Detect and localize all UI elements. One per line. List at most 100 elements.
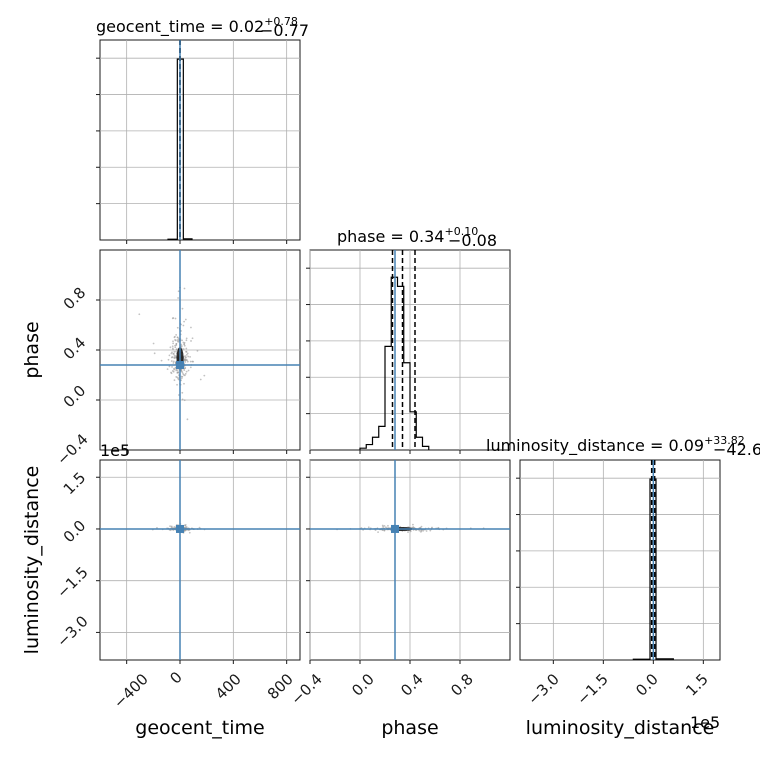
scatter-point <box>177 290 180 293</box>
scatter-point <box>198 526 201 529</box>
truth-marker <box>176 524 184 533</box>
scatter-point <box>181 398 184 401</box>
title-phase: phase = 0.34+0.10 <box>337 225 478 246</box>
title-luminosity_distance: luminosity_distance = 0.09+33.82 <box>486 434 745 456</box>
xtick-label: 400 <box>212 670 245 703</box>
xticks-luminosity_distance: −3.0 −1.5 0.0 1.5 <box>524 670 711 708</box>
scatter-point <box>168 365 171 368</box>
scatter-point <box>182 324 185 327</box>
xticks-geocent_time: −400 0 400 800 <box>110 668 297 712</box>
scatter-point <box>181 391 184 394</box>
ylabel-luminosity_distance: luminosity_distance <box>21 466 43 655</box>
scatter-point <box>168 354 171 357</box>
panel-scatter-geocent_time-phase <box>96 249 301 454</box>
scatter-point <box>166 368 169 370</box>
scatter-point <box>176 369 179 372</box>
scatter-point <box>180 343 183 346</box>
panel-scatter-geocent_time-luminosity_distance <box>96 459 301 664</box>
scatter-point <box>183 287 186 290</box>
scatter-point <box>172 340 174 343</box>
scatter-point <box>382 525 384 528</box>
scatter-point <box>175 333 178 336</box>
ytick-label: 0.0 <box>60 517 90 547</box>
scatter-point <box>186 352 189 355</box>
scatter-point <box>181 307 184 310</box>
scatter-point <box>174 344 176 347</box>
scatter-point <box>181 339 183 342</box>
scatter-point <box>190 326 192 329</box>
scatter-point <box>183 524 186 527</box>
truth-marker <box>176 361 184 369</box>
scatter-point <box>172 352 175 355</box>
scatter-point <box>420 530 423 532</box>
scatter-point <box>383 524 386 527</box>
xlabel-luminosity_distance: luminosity_distance <box>526 717 715 739</box>
scatter-point <box>185 339 188 342</box>
xtick-label: −3.0 <box>524 670 562 708</box>
scatter-point <box>183 358 186 361</box>
scatter-point <box>425 530 428 532</box>
scatter-point <box>183 374 185 376</box>
xtick-label: 0 <box>166 668 185 687</box>
scatter-point <box>174 355 177 358</box>
scatter-point <box>429 529 432 532</box>
scatter-point <box>189 355 191 358</box>
xtick-label: −1.5 <box>573 670 611 708</box>
scatter-point <box>171 345 174 348</box>
scatter-point <box>367 526 370 529</box>
ytick-label: −3.0 <box>53 612 91 650</box>
scatter-point <box>175 375 178 378</box>
title-luminosity_distance-sub: −42.66 <box>713 440 760 459</box>
truth-marker <box>391 524 399 533</box>
xtick-label: 0.0 <box>632 670 662 700</box>
scatter-point <box>181 371 184 374</box>
scatter-point <box>175 348 178 351</box>
scatter-point <box>176 326 179 329</box>
xtick-label: 0.0 <box>348 670 378 700</box>
scatter-point <box>418 529 421 532</box>
ytick-label: 0.4 <box>60 334 90 364</box>
scatter-point <box>174 339 176 341</box>
xticks-phase: −0.4 0.0 0.4 0.8 <box>287 670 476 708</box>
scatter-point <box>387 524 389 527</box>
ytick-label: 0.8 <box>60 284 90 314</box>
scatter-point <box>170 356 173 359</box>
scatter-point <box>170 525 173 528</box>
scatter-point <box>177 297 179 299</box>
scatter-point <box>384 526 387 529</box>
scatter-point <box>185 354 188 356</box>
scatter-point <box>169 346 172 349</box>
scatter-point <box>172 360 175 363</box>
scatter-point <box>407 531 409 534</box>
ylabel-phase: phase <box>21 321 43 378</box>
scatter-point <box>176 340 179 343</box>
ytick-label: −0.4 <box>53 430 91 468</box>
xtick-label: −0.4 <box>287 670 325 708</box>
panel-frame <box>519 459 721 661</box>
scatter-point <box>185 347 188 350</box>
scatter-point <box>420 525 423 528</box>
scatter-point <box>170 371 172 374</box>
title-geocent_time: geocent_time = 0.02+0.78 <box>96 15 298 37</box>
scatter-point <box>175 343 178 345</box>
scatter-point <box>183 344 186 347</box>
scatter-point <box>187 355 190 358</box>
scatter-point <box>186 359 189 362</box>
scatter-point <box>172 362 175 364</box>
scatter-point <box>422 529 424 532</box>
scatter-point <box>172 317 175 319</box>
scatter-point <box>153 352 156 355</box>
scatter-point <box>171 351 173 354</box>
xtick-label: −400 <box>110 670 152 712</box>
scatter-point <box>187 369 190 372</box>
ytick-label: 0.0 <box>60 382 90 412</box>
scatter-point <box>184 318 187 321</box>
scatter-point <box>182 341 185 344</box>
scatter-point <box>183 367 186 370</box>
scatter-point <box>174 346 177 349</box>
scatter-point <box>176 339 179 341</box>
scatter-point <box>173 368 176 371</box>
scatter-point <box>173 526 176 528</box>
scatter-point <box>138 313 141 316</box>
